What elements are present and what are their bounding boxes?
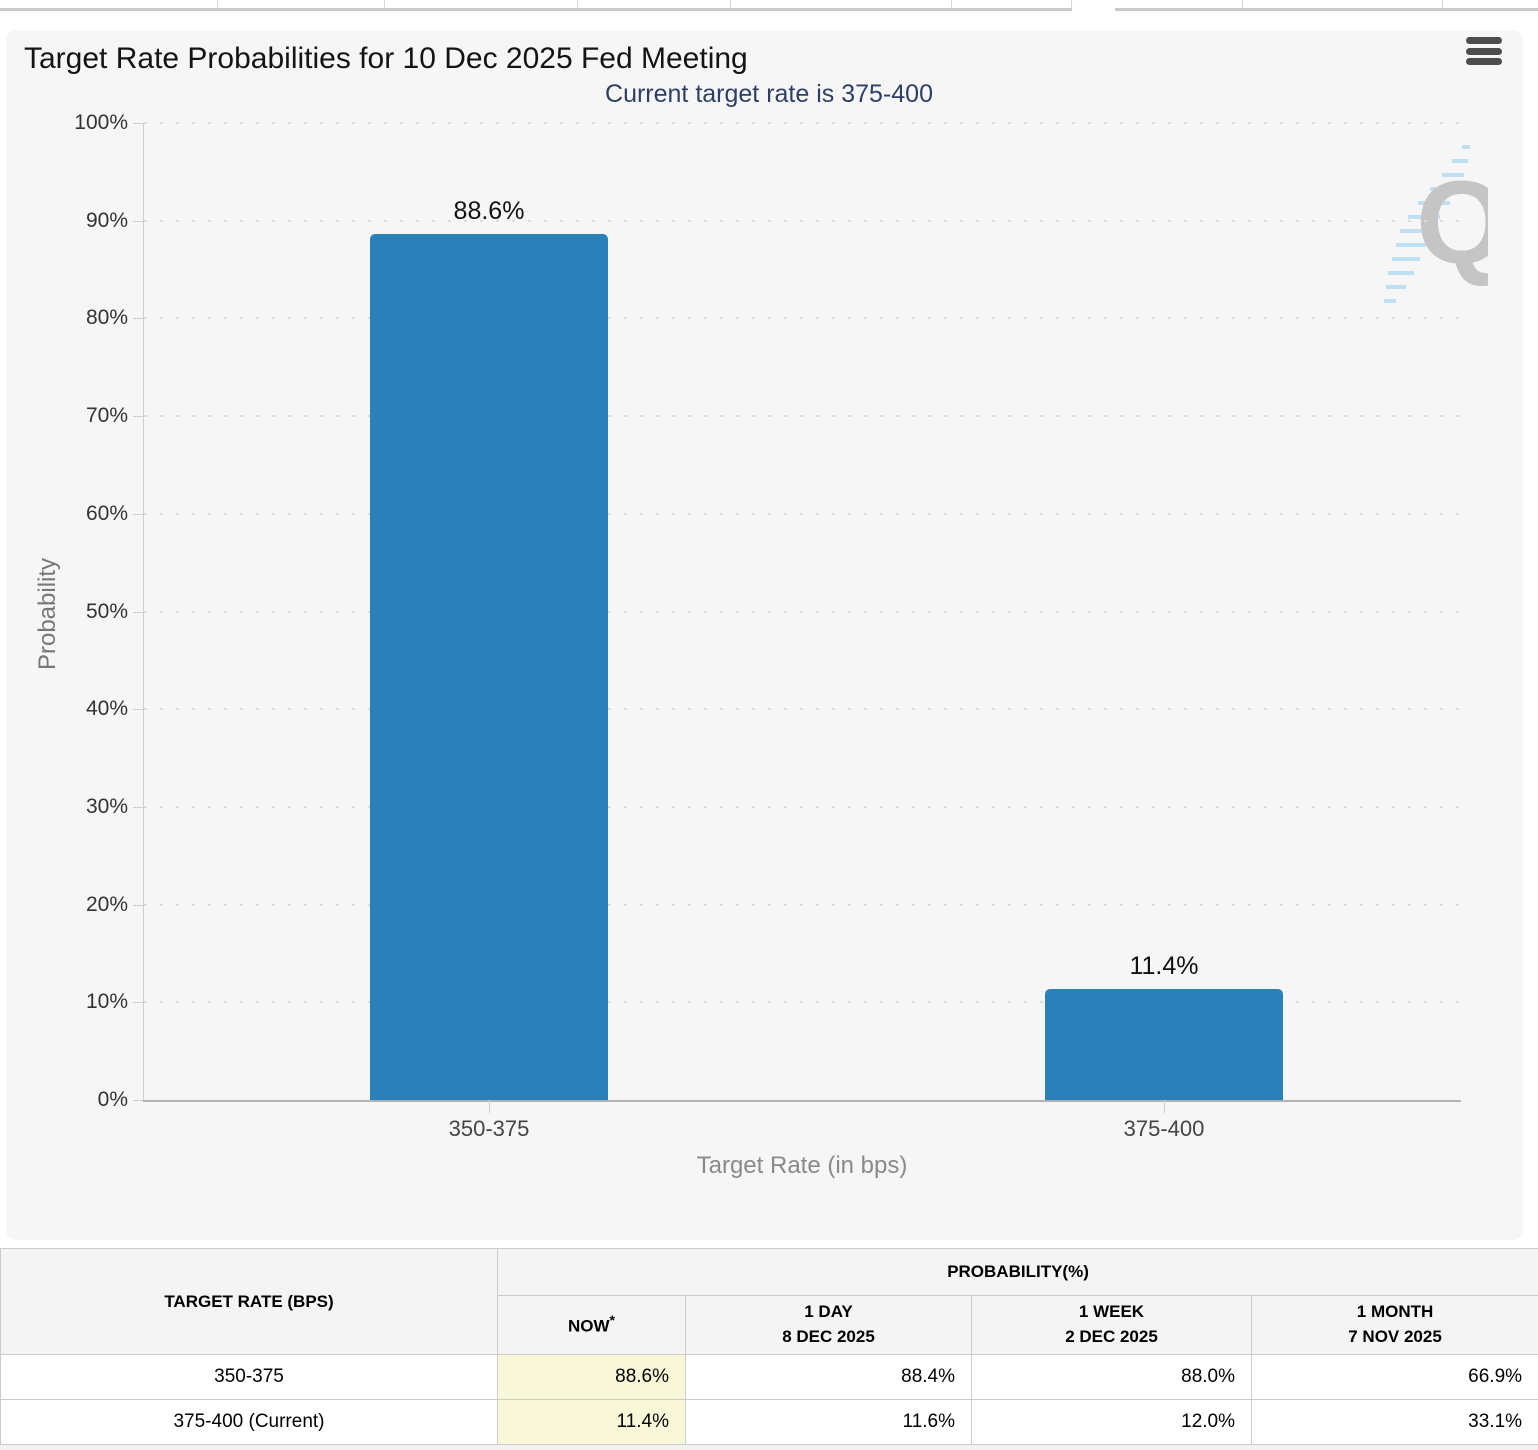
cell-now: 88.6% xyxy=(497,1354,686,1400)
x-tick-mark xyxy=(1164,1100,1165,1113)
y-tick-mark xyxy=(133,709,143,711)
cell-1-week: 12.0% xyxy=(971,1399,1252,1445)
col-header-1-day: 1 DAY 8 DEC 2025 xyxy=(685,1295,972,1355)
meeting-tab[interactable] xyxy=(1443,0,1538,11)
cell-1-day: 11.6% xyxy=(685,1399,972,1445)
y-axis-line xyxy=(143,123,144,1100)
y-tick-mark xyxy=(133,806,143,808)
probability-table: TARGET RATE (BPS) PROBABILITY(%) NOW* 1 … xyxy=(0,1248,1538,1445)
meeting-tab[interactable] xyxy=(731,0,952,11)
next-table-row-cutoff xyxy=(0,1444,1538,1450)
x-tick-label: 350-375 xyxy=(448,1116,530,1141)
cell-1-week: 88.0% xyxy=(971,1354,1252,1400)
y-tick-label: 70% xyxy=(85,404,128,428)
y-tick-mark xyxy=(133,220,143,222)
gridline xyxy=(144,903,1460,906)
col-label: 1 MONTH xyxy=(1356,1302,1434,1322)
y-tick-mark xyxy=(133,318,143,320)
col-label: NOW xyxy=(567,1316,610,1336)
y-tick-label: 90% xyxy=(85,208,128,232)
gridline xyxy=(144,1001,1460,1004)
y-tick-mark xyxy=(133,123,143,124)
y-tick-label: 80% xyxy=(85,306,128,330)
gridline xyxy=(144,122,1460,124)
col-header-probability-group: PROBABILITY(%) xyxy=(496,1248,1538,1296)
meeting-tab[interactable] xyxy=(1243,0,1443,11)
col-label: 1 DAY xyxy=(804,1302,853,1322)
y-tick-label: 100% xyxy=(74,111,128,134)
gridline xyxy=(144,317,1460,320)
bar-value-label: 11.4% xyxy=(1129,951,1199,980)
quikstrike-watermark-icon: Q xyxy=(1384,145,1488,303)
y-tick-mark xyxy=(133,1100,143,1101)
col-header-target-rate: TARGET RATE (BPS) xyxy=(0,1248,498,1355)
meeting-tab[interactable] xyxy=(1115,0,1243,11)
gridline xyxy=(144,805,1460,808)
cell-rate: 350-375 xyxy=(0,1354,498,1400)
bar-value-label: 88.6% xyxy=(453,197,525,226)
chart-subtitle: Current target rate is 375-400 xyxy=(605,80,933,108)
cell-now: 11.4% xyxy=(497,1399,686,1445)
hamburger-icon xyxy=(1466,47,1502,55)
col-date: 7 NOV 2025 xyxy=(1348,1327,1442,1346)
y-tick-label: 30% xyxy=(85,794,128,818)
x-tick-label: 375-400 xyxy=(1123,1116,1205,1141)
x-axis-title: Target Rate (in bps) xyxy=(696,1152,908,1179)
y-tick-mark xyxy=(133,513,143,515)
y-tick-label: 0% xyxy=(97,1088,128,1111)
col-label: 1 WEEK xyxy=(1078,1302,1145,1322)
col-header-1-month: 1 MONTH 7 NOV 2025 xyxy=(1250,1295,1538,1355)
cell-1-month: 33.1% xyxy=(1250,1399,1538,1445)
gridline xyxy=(144,610,1460,613)
y-tick-mark xyxy=(133,1002,143,1004)
chart-title: Target Rate Probabilities for 10 Dec 202… xyxy=(24,42,748,75)
y-tick-label: 60% xyxy=(85,501,128,525)
y-tick-label: 10% xyxy=(85,990,128,1014)
meeting-tab[interactable] xyxy=(218,0,385,11)
col-header-1-week: 1 WEEK 2 DEC 2025 xyxy=(971,1295,1252,1355)
cell-1-month: 66.9% xyxy=(1250,1354,1538,1400)
footnote-asterisk: * xyxy=(609,1312,616,1329)
chart-card xyxy=(6,30,1523,1240)
meeting-tab[interactable] xyxy=(0,0,218,11)
col-date: 8 DEC 2025 xyxy=(782,1327,875,1346)
meeting-date-tab-strip xyxy=(0,0,1538,14)
col-header-now: NOW* xyxy=(497,1295,686,1355)
y-axis-title: Probability xyxy=(34,557,61,671)
hamburger-icon xyxy=(1466,37,1502,44)
table-row: 350-375 88.6% 88.4% 88.0% 66.9% xyxy=(0,1354,1538,1400)
gridline xyxy=(144,708,1460,711)
x-tick-mark xyxy=(489,1100,490,1113)
cell-rate: 375-400 (Current) xyxy=(0,1399,498,1445)
y-tick-label: 40% xyxy=(85,697,128,721)
y-tick-label: 20% xyxy=(85,892,128,916)
y-tick-mark xyxy=(133,416,143,418)
y-tick-mark xyxy=(133,611,143,613)
gridline xyxy=(144,219,1460,222)
meeting-tab[interactable] xyxy=(952,0,1072,11)
meeting-tab[interactable] xyxy=(385,0,578,11)
cell-1-day: 88.4% xyxy=(685,1354,972,1400)
gridline xyxy=(144,512,1460,515)
gridline xyxy=(144,415,1460,418)
chart-menu-button[interactable] xyxy=(1466,37,1502,65)
hamburger-icon xyxy=(1466,58,1502,65)
bar-375-400[interactable] xyxy=(1045,988,1283,1100)
table-row: 375-400 (Current) 11.4% 11.6% 12.0% 33.1… xyxy=(0,1399,1538,1445)
y-tick-mark xyxy=(133,904,143,906)
meeting-tab[interactable] xyxy=(578,0,731,11)
x-axis-line xyxy=(143,1100,1461,1102)
bar-350-375[interactable] xyxy=(370,234,608,1100)
y-tick-label: 50% xyxy=(85,599,128,623)
svg-text:Q: Q xyxy=(1416,157,1488,289)
col-date: 2 DEC 2025 xyxy=(1065,1327,1158,1346)
